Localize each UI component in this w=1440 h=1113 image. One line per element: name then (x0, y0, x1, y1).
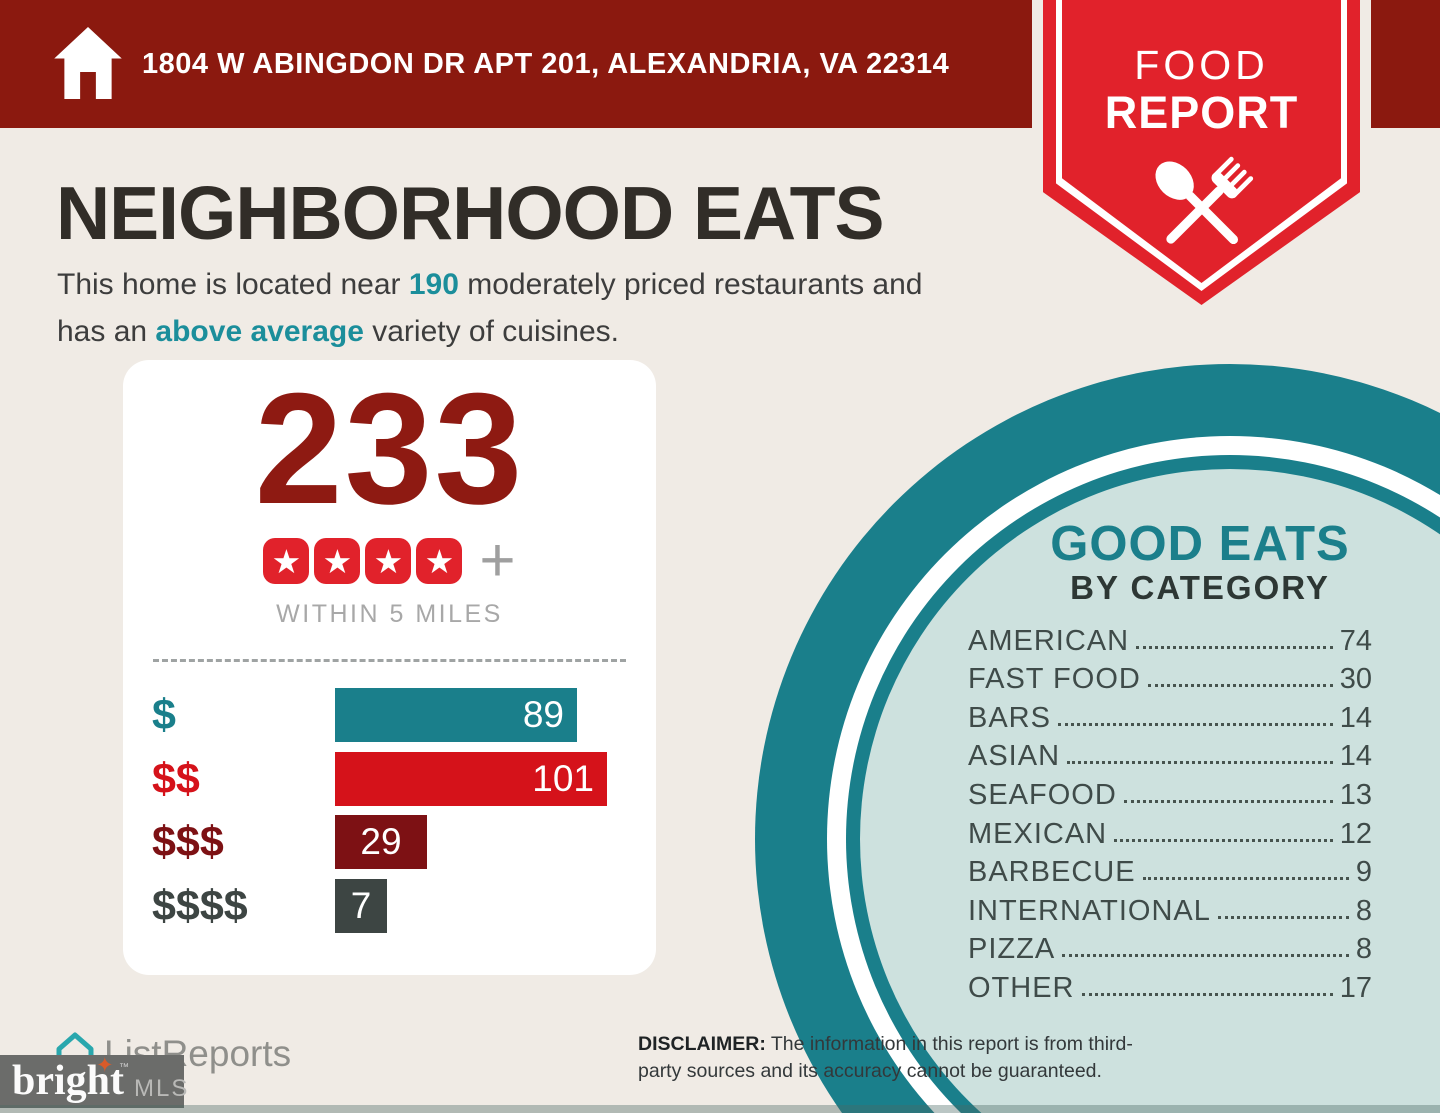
intro-line2-post: variety of cuisines. (363, 314, 619, 348)
price-tier-bar: 7 (335, 878, 387, 933)
spoon-fork-icon (1155, 156, 1254, 245)
category-name: BARS (968, 701, 1051, 734)
dotted-leader (1067, 761, 1333, 765)
category-value: 74 (1339, 624, 1372, 657)
category-row: INTERNATIONAL 8 (968, 892, 1372, 930)
summary-card: 233 ★ ★ ★ ★ + WITHIN 5 MILES $89 $$ 101 $$$ 29 $$… (123, 360, 656, 975)
category-row: ASIAN 14 (968, 738, 1372, 776)
good-eats-title: GOOD EATS (1050, 517, 1350, 571)
dashed-divider (153, 659, 626, 662)
radius-label: WITHIN 5 MILES (276, 600, 503, 628)
price-tier-row: $$$ 29 (152, 815, 644, 869)
good-eats-subtitle: BY CATEGORY (1070, 569, 1330, 606)
price-tier-bar: 29 (335, 815, 427, 869)
intro-highlight: above average (155, 314, 364, 348)
disclaimer-label: DISCLAIMER: (638, 1033, 766, 1055)
category-name: MEXICAN (968, 817, 1108, 850)
yelp-star-icon: ★ (416, 538, 463, 584)
dotted-leader (1081, 992, 1333, 996)
price-tier-label: $ (152, 691, 176, 739)
star-rating: ★ ★ ★ ★ + (123, 526, 656, 595)
yelp-star-icon: ★ (314, 538, 361, 584)
category-value: 8 (1355, 894, 1372, 927)
price-tier-value: 29 (360, 821, 402, 862)
category-row: OTHER 17 (968, 969, 1372, 1007)
bright-wordmark: bright (12, 1058, 125, 1104)
category-name: ASIAN (968, 740, 1061, 773)
category-row: AMERICAN 74 (968, 622, 1372, 660)
price-tier-label: $$$$ (152, 881, 248, 930)
dotted-leader (1062, 954, 1349, 958)
category-row: FAST FOOD 30 (968, 661, 1372, 699)
dotted-leader (1136, 645, 1333, 649)
category-value: 14 (1339, 701, 1372, 734)
price-tier-value: 7 (350, 884, 372, 926)
home-icon (54, 27, 122, 99)
category-value: 14 (1339, 740, 1372, 773)
mls-wordmark: MLS (134, 1075, 190, 1102)
intro-text: This home is located near 190 moderately… (57, 262, 1037, 355)
category-row: MEXICAN 12 (968, 815, 1372, 853)
dotted-leader (1142, 877, 1349, 881)
spark-icon: ✦ (96, 1054, 114, 1077)
ribbon-title-food: FOOD (1134, 42, 1269, 88)
category-value: 9 (1355, 856, 1372, 889)
price-tier-row: $89 (152, 688, 644, 742)
category-value: 12 (1339, 817, 1372, 850)
trademark-symbol: ™ (119, 1062, 129, 1073)
price-tier-bar: 101 (335, 751, 607, 806)
yelp-star-icon: ★ (263, 538, 310, 584)
intro-line1-pre: This home is located near (57, 268, 409, 301)
dotted-leader (1057, 722, 1333, 726)
price-tier-chart: $89 $$ 101 $$$ 29 $$$$ 7 (152, 688, 644, 963)
category-list: AMERICAN 74 FAST FOOD 30 BARS 14 ASIAN 14 SEAFOO… (968, 622, 1372, 1012)
bottom-strip (0, 1105, 1440, 1113)
dotted-leader (1114, 838, 1333, 842)
category-row: BARS 14 (968, 699, 1372, 737)
category-row: SEAFOOD 13 (968, 776, 1372, 814)
category-name: AMERICAN (968, 624, 1130, 657)
intro-line2-pre: has an (57, 314, 156, 348)
category-value: 17 (1339, 971, 1372, 1004)
category-name: SEAFOOD (968, 778, 1117, 811)
dotted-leader (1217, 915, 1349, 919)
property-address: 1804 W ABINGDON DR APT 201, ALEXANDRIA, … (142, 48, 950, 80)
price-tier-label: $$$ (152, 818, 224, 866)
bright-mls-logo: bright ✦ ™ MLS (0, 1054, 187, 1108)
price-tier-row: $$$$ 7 (152, 878, 644, 933)
price-tier-value: 89 (522, 694, 564, 735)
category-name: INTERNATIONAL (968, 894, 1211, 927)
plus-sign: + (479, 526, 516, 595)
category-value: 8 (1355, 933, 1372, 966)
category-value: 13 (1339, 778, 1372, 811)
disclaimer: DISCLAIMER: The information in this repo… (638, 1031, 1150, 1086)
restaurant-count: 190 (408, 268, 459, 301)
page-title: NEIGHBORHOOD EATS (56, 171, 884, 255)
dotted-leader (1123, 799, 1333, 803)
total-restaurants: 233 (254, 361, 525, 537)
category-value: 30 (1339, 663, 1372, 696)
intro-line1-post: moderately priced restaurants and (458, 268, 923, 301)
ribbon-title-report: REPORT (1104, 87, 1299, 138)
dotted-leader (1147, 684, 1333, 688)
category-name: OTHER (968, 971, 1075, 1004)
yelp-star-icon: ★ (365, 538, 412, 584)
price-tier-value: 101 (532, 757, 594, 799)
category-name: PIZZA (968, 933, 1056, 966)
category-name: FAST FOOD (968, 663, 1141, 696)
category-row: PIZZA 8 (968, 931, 1372, 969)
price-tier-row: $$ 101 (152, 751, 644, 806)
category-name: BARBECUE (968, 856, 1136, 889)
disclaimer-text: The information in this report is from t… (638, 1033, 1133, 1083)
category-row: BARBECUE 9 (968, 854, 1372, 892)
price-tier-bar: 89 (335, 688, 577, 742)
price-tier-label: $$ (152, 754, 200, 803)
